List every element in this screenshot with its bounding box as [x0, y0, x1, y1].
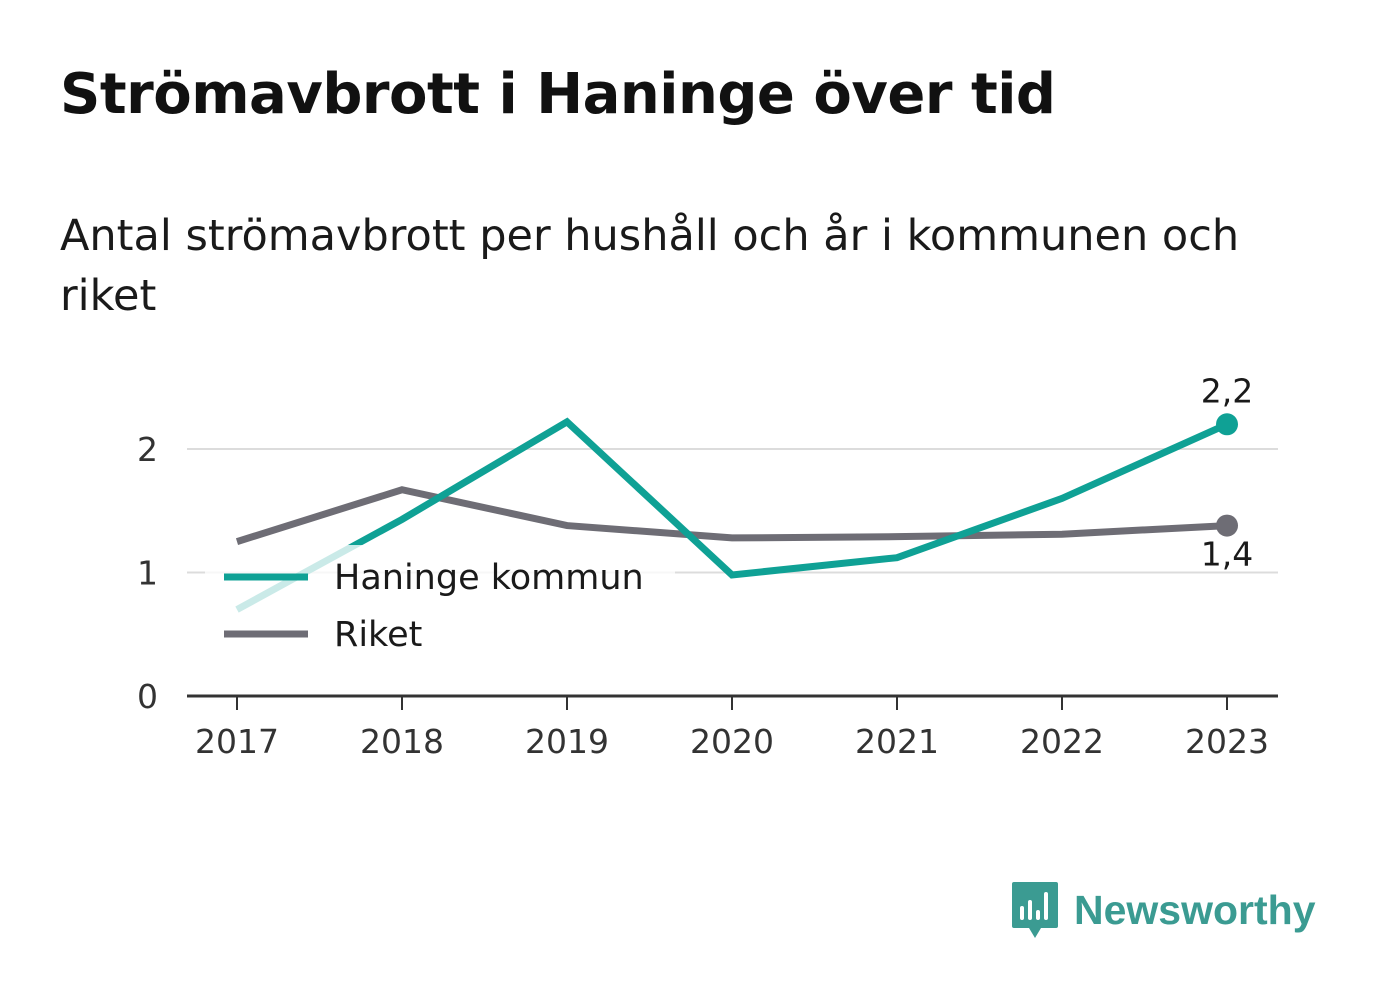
x-tick-label: 2017 [195, 722, 279, 761]
brand-name: Newsworthy [1074, 886, 1316, 933]
x-tick-label: 2019 [525, 722, 609, 761]
end-label-riket: 1,4 [1201, 535, 1253, 574]
chart-subtitle: Antal strömavbrott per hushåll och år i … [60, 211, 1240, 321]
series-line-haninge-kommun [235, 417, 1229, 613]
legend-label-haninge-kommun: Haninge kommun [334, 558, 644, 598]
legend-label-riket: Riket [334, 615, 422, 655]
end-labels: 2,2 1,4 [1201, 371, 1253, 573]
y-tick-label: 2 [137, 430, 158, 469]
legend: Haninge kommun Riket [205, 545, 675, 663]
chart-title: Strömavbrott i Haninge över tid [60, 62, 1056, 127]
x-tick-label: 2021 [855, 722, 939, 761]
x-tick-label: 2018 [360, 722, 444, 761]
x-axis: 2017 2018 2019 2020 2021 2022 2023 [187, 694, 1278, 761]
y-tick-label: 0 [137, 677, 158, 716]
x-tick-label: 2023 [1185, 722, 1269, 761]
end-label-haninge-kommun: 2,2 [1201, 371, 1253, 410]
end-marker-riket [1216, 514, 1238, 537]
legend-background [205, 545, 675, 663]
y-tick-label: 1 [137, 554, 158, 593]
newsworthy-logo: Newsworthy [1010, 878, 1316, 942]
series-line-riket [235, 486, 1228, 545]
series-lines [235, 417, 1229, 613]
y-axis-ticks: 0 1 2 [137, 430, 158, 716]
x-tick-label: 2022 [1020, 722, 1104, 761]
bar-chart-speech-bubble-icon [1012, 882, 1058, 938]
x-tick-label: 2020 [690, 722, 774, 761]
end-marker-haninge-kommun [1216, 413, 1238, 436]
